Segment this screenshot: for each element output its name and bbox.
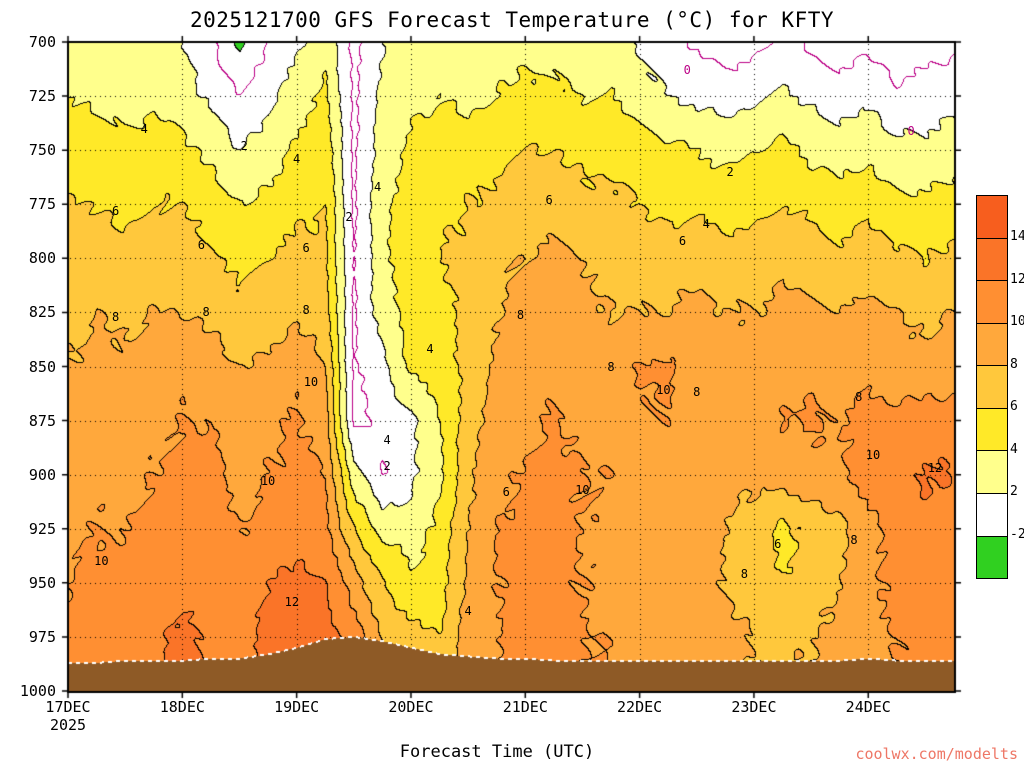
contour-label: 4 [426,342,434,357]
contour-label: 10 [94,554,109,569]
contour-label: 10 [656,383,671,398]
y-axis-tick-label: 775 [28,195,56,214]
contour-label: 8 [740,567,749,582]
contour-label: 8 [112,309,120,324]
y-axis-tick-label: 850 [28,357,56,376]
y-axis-tick-label: 750 [28,141,56,160]
contour-label: 10 [303,374,319,389]
temperature-field-canvas [60,34,963,700]
contour-label: 0 [683,63,691,78]
contour-label: 8 [855,389,863,404]
contour-label: 4 [293,151,301,166]
contour-label: 6 [678,234,687,249]
contour-label: 2 [240,138,248,153]
colorbar-tick-label: 6 [1010,399,1018,415]
contour-label: 4 [373,179,382,194]
colorbar-band [977,196,1007,238]
x-axis-tick-label: 19DEC [274,698,320,716]
y-axis-tick-label: 925 [28,519,56,538]
contour-label: 4 [383,433,391,448]
contour-label: 4 [140,121,148,136]
colorbar-tick-label: 14 [1010,229,1024,245]
contour-label: 6 [774,536,782,551]
contour-label: 10 [260,474,276,489]
colorbar [976,195,1008,579]
colorbar-tick-label: 8 [1010,356,1018,372]
y-axis-tick-label: 875 [28,411,56,430]
contour-label: 6 [545,192,553,207]
y-axis-tick-label: 950 [28,573,56,592]
contour-label: 6 [502,484,510,499]
y-axis-tick-label: 825 [28,303,56,322]
contour-label: 8 [607,359,615,374]
colorbar-band [977,322,1007,366]
contour-label: 10 [865,448,881,463]
contour-label: 0 [907,123,915,138]
contour-label: 2 [383,459,391,473]
colorbar-band [977,237,1007,281]
x-axis-year-label: 2025 [49,716,87,734]
y-axis-tick-label: 900 [28,465,56,484]
contour-label: 2 [345,210,353,225]
contour-label: 4 [464,603,472,618]
colorbar-band [977,535,1007,579]
contour-label: 6 [197,238,205,253]
x-axis-tick-label: 20DEC [388,698,434,716]
colorbar-band [977,450,1007,493]
colorbar-tick-label: 10 [1010,314,1024,330]
colorbar-band [977,365,1007,408]
watermark: coolwx.com/modelts [855,745,1018,763]
contour-label: 12 [284,595,300,610]
contour-label: 8 [516,307,525,322]
colorbar-band [977,280,1007,323]
contour-label: 8 [302,303,310,318]
chart-title: 2025121700 GFS Forecast Temperature (°C)… [189,8,834,32]
y-axis-tick-label: 800 [28,249,56,268]
contour-label: 8 [850,532,858,547]
y-axis-tick-label: 725 [28,87,56,106]
y-axis-tick-label: 700 [28,33,56,51]
x-axis-tick-label: 24DEC [845,698,891,716]
contour-label: 6 [302,240,310,255]
colorbar-tick-label: 4 [1010,441,1018,457]
contour-label: 4 [702,216,710,231]
contour-label: 12 [927,461,943,476]
contour-label: 6 [112,203,120,218]
contour-label: 8 [202,305,210,320]
colorbar-band [977,407,1007,451]
y-axis-tick-label: 1000 [19,682,56,700]
colorbar-tick-label: -2 [1010,526,1024,542]
colorbar-tick-label: 2 [1010,484,1018,500]
contour-label: 8 [693,385,701,400]
x-axis-tick-label: 23DEC [731,698,777,716]
colorbar-band [977,492,1007,536]
colorbar-tick-label: 12 [1010,271,1024,287]
contour-label: 10 [575,482,590,497]
x-axis-tick-label: 22DEC [617,698,663,716]
x-axis-title: Forecast Time (UTC) [399,742,595,762]
x-axis-tick-label: 17DEC [45,698,91,716]
y-axis-tick-label: 975 [28,627,56,646]
x-axis-tick-label: 21DEC [502,698,548,716]
contour-label: 2 [726,164,734,179]
x-axis-tick-label: 18DEC [159,698,205,716]
